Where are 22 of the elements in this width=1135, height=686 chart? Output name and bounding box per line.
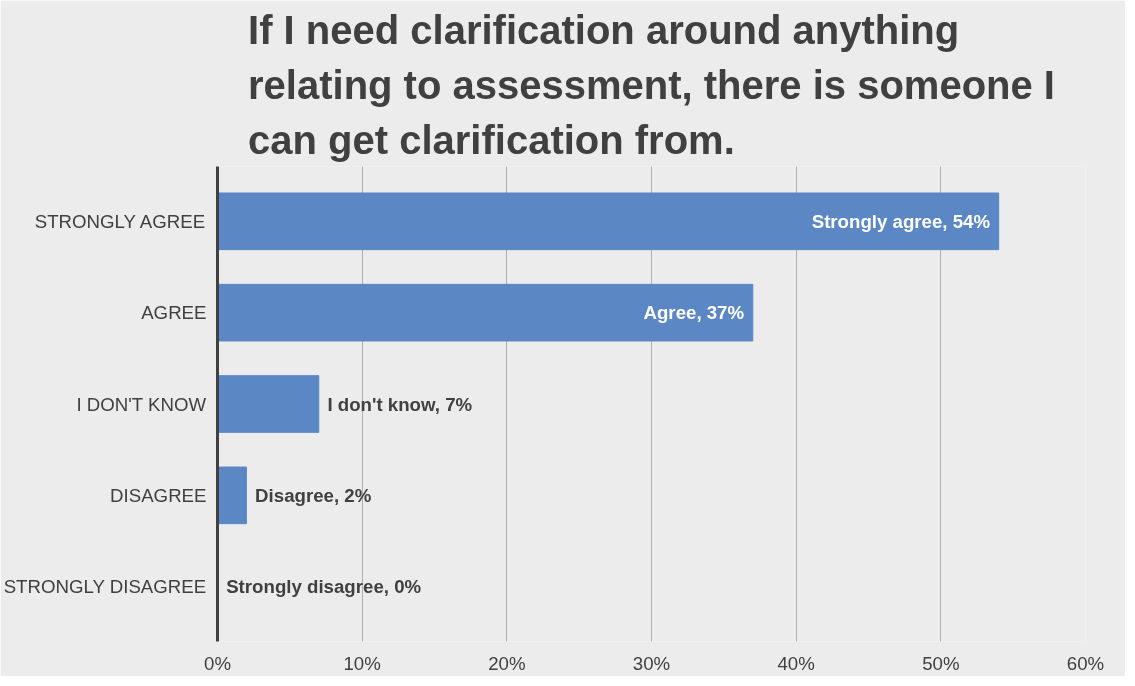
x-tick-label: 50% [922,652,960,674]
y-tick-label: AGREE [141,302,207,324]
data-label: Disagree, 2% [255,484,372,506]
x-tick-label: 10% [343,652,381,674]
data-label: Strongly agree, 54% [811,210,991,232]
x-tick-label: 20% [488,652,526,674]
data-label: Strongly disagree, 0% [226,576,422,598]
x-tick-label: 40% [777,652,815,674]
bar [217,375,320,433]
y-tick-label: I DON'T KNOW [76,393,207,415]
x-tick-label: 30% [632,652,671,674]
y-tick-label: STRONGLY DISAGREE [3,576,207,598]
x-tick-label: 60% [1066,652,1105,674]
data-label: I don't know, 7% [327,393,473,415]
y-tick-label: STRONGLY AGREE [34,210,206,232]
data-label: Agree, 37% [643,302,745,324]
chart-title: If I need clarification around anything relating to assessment, there is someone I can get clarification from. [248,7,1055,162]
y-tick-label: DISAGREE [110,484,207,506]
x-tick-label: 0% [204,652,231,674]
bar [217,283,754,342]
bar [217,192,1000,251]
bar [217,466,247,525]
